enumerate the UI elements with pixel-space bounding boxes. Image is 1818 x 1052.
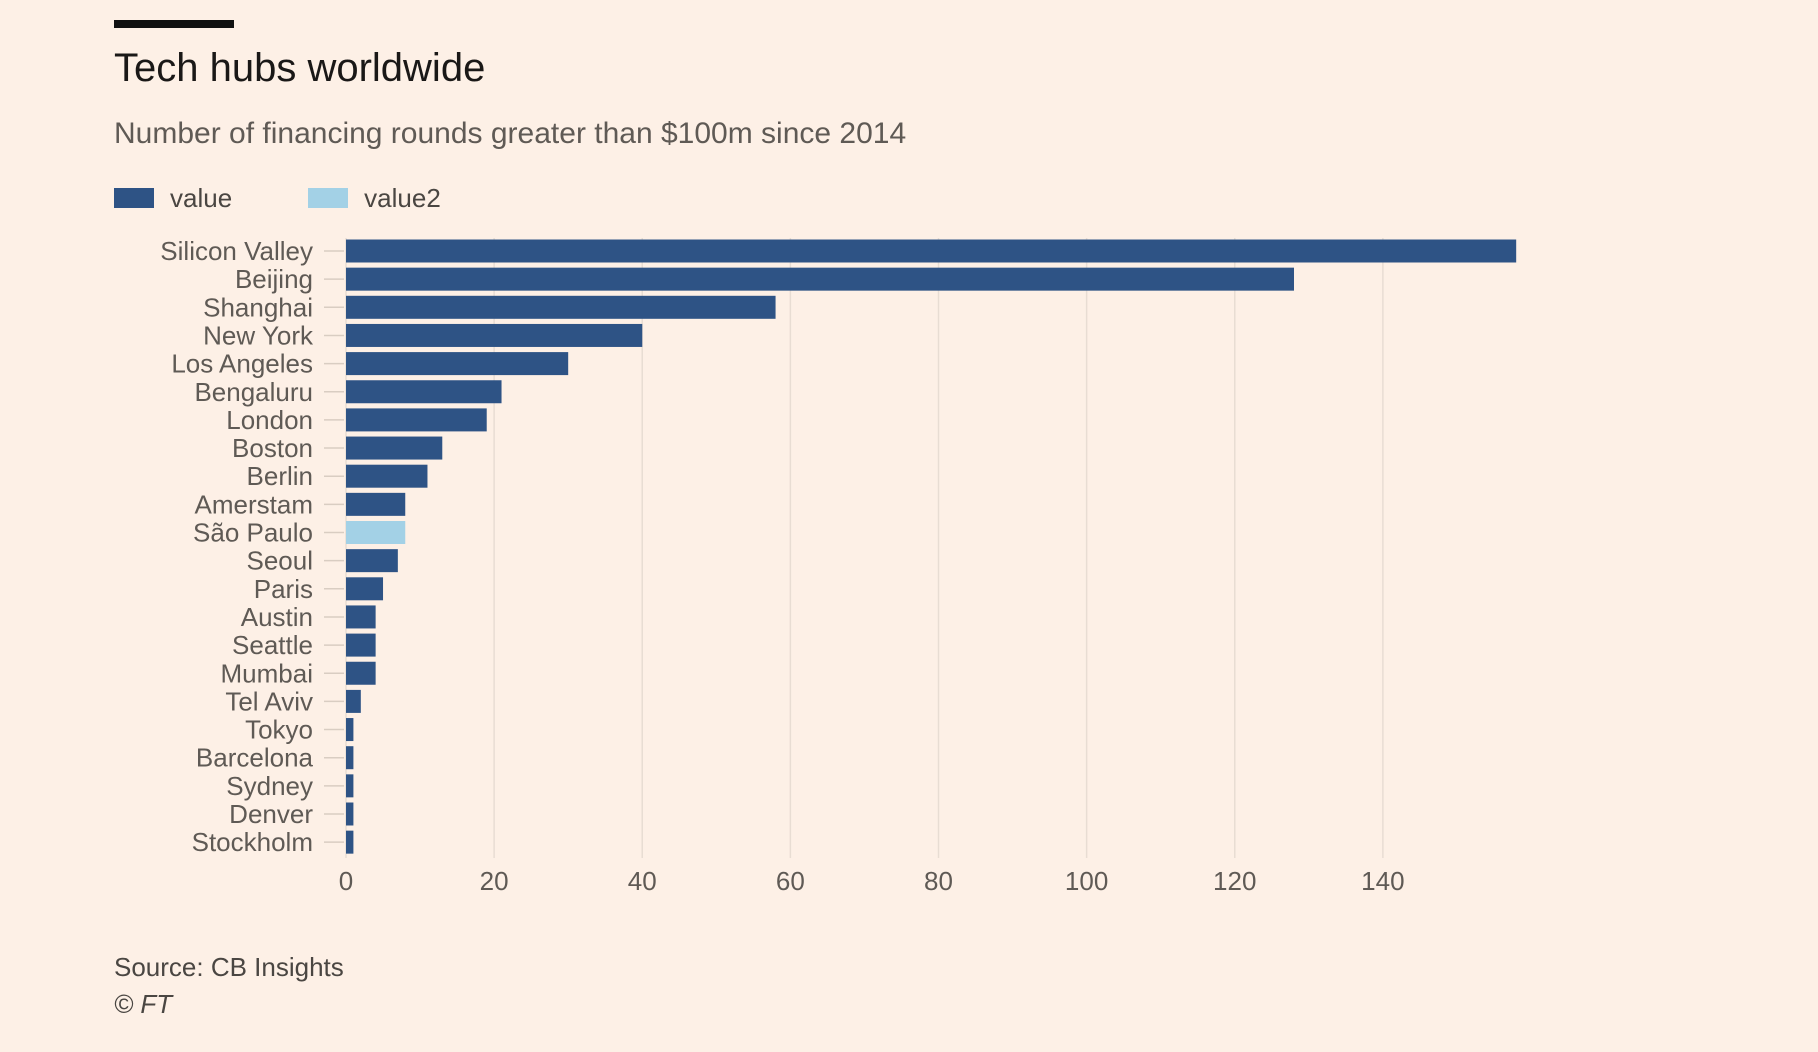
x-tick-label: 40: [628, 866, 657, 896]
category-label: Amerstam: [195, 489, 313, 519]
legend-item-value: value: [114, 183, 232, 214]
bar-value-amerstam: [346, 492, 406, 516]
bar-value-los-angeles: [346, 352, 569, 376]
category-label: Paris: [254, 574, 313, 604]
category-label: Berlin: [247, 461, 313, 491]
x-tick-label: 120: [1213, 866, 1256, 896]
chart-title: Tech hubs worldwide: [114, 46, 486, 90]
legend-label-value2: value2: [364, 182, 441, 213]
bar-value-mumbai: [346, 661, 376, 685]
legend: value value2: [114, 180, 517, 216]
bar-value-sydney: [346, 774, 354, 798]
bar-value-paris: [346, 577, 384, 601]
x-tick-label: 140: [1361, 866, 1404, 896]
category-label: Tel Aviv: [225, 686, 313, 716]
copyright-note: © FT: [114, 989, 173, 1019]
bar-value-new-york: [346, 323, 643, 347]
category-label: Austin: [241, 602, 313, 632]
category-label: Denver: [229, 799, 313, 829]
category-label: Seoul: [247, 546, 314, 576]
bar-value-austin: [346, 605, 376, 629]
bar-value-barcelona: [346, 746, 354, 770]
category-label: Stockholm: [192, 827, 313, 857]
category-label: São Paulo: [193, 518, 313, 548]
bar-value-beijing: [346, 267, 1294, 291]
category-label: Beijing: [235, 264, 313, 294]
legend-item-value2: value2: [308, 183, 441, 214]
category-label: Sydney: [226, 771, 313, 801]
bar-value-tokyo: [346, 718, 354, 742]
category-label: Tokyo: [245, 715, 313, 745]
x-tick-label-layer: 0 20 40 60 80 100 120 140: [339, 866, 1405, 896]
bar-value2-s-o-paulo: [346, 521, 406, 544]
category-label: London: [226, 405, 313, 435]
top-rule: [114, 20, 234, 28]
legend-swatch-value2: [308, 188, 349, 208]
x-tick-label: 100: [1065, 866, 1108, 896]
source-note: Source: CB Insights: [114, 952, 344, 982]
bar-value-tel-aviv: [346, 689, 361, 713]
category-tick-layer: [324, 250, 344, 843]
bar-value-london: [346, 408, 487, 432]
bar-value-boston: [346, 436, 443, 460]
category-label: Seattle: [232, 630, 313, 660]
category-label: Silicon Valley: [160, 236, 313, 266]
category-label: Mumbai: [221, 658, 313, 688]
category-label: Los Angeles: [171, 349, 313, 379]
category-label: New York: [203, 320, 314, 350]
category-label: Bengaluru: [194, 377, 313, 407]
bar-value-seoul: [346, 549, 398, 573]
x-tick-label: 0: [339, 866, 353, 896]
x-tick-label: 20: [480, 866, 509, 896]
legend-label-value: value: [170, 182, 233, 213]
bar-value-bengaluru: [346, 380, 502, 404]
x-tick-label: 60: [776, 866, 805, 896]
category-label: Shanghai: [203, 292, 313, 322]
bar-layer: [346, 239, 1517, 854]
legend-swatch-value: [114, 188, 154, 208]
bar-value-stockholm: [346, 830, 354, 854]
category-label: Boston: [232, 433, 313, 463]
category-label: Barcelona: [196, 743, 314, 773]
bar-value-shanghai: [346, 295, 776, 319]
bar-value-berlin: [346, 464, 428, 488]
bar-value-seattle: [346, 633, 376, 657]
bar-value-silicon-valley: [346, 239, 1517, 263]
x-tick-label: 80: [924, 866, 953, 896]
chart-subtitle: Number of financing rounds greater than …: [114, 117, 907, 150]
bar-value-denver: [346, 802, 354, 826]
